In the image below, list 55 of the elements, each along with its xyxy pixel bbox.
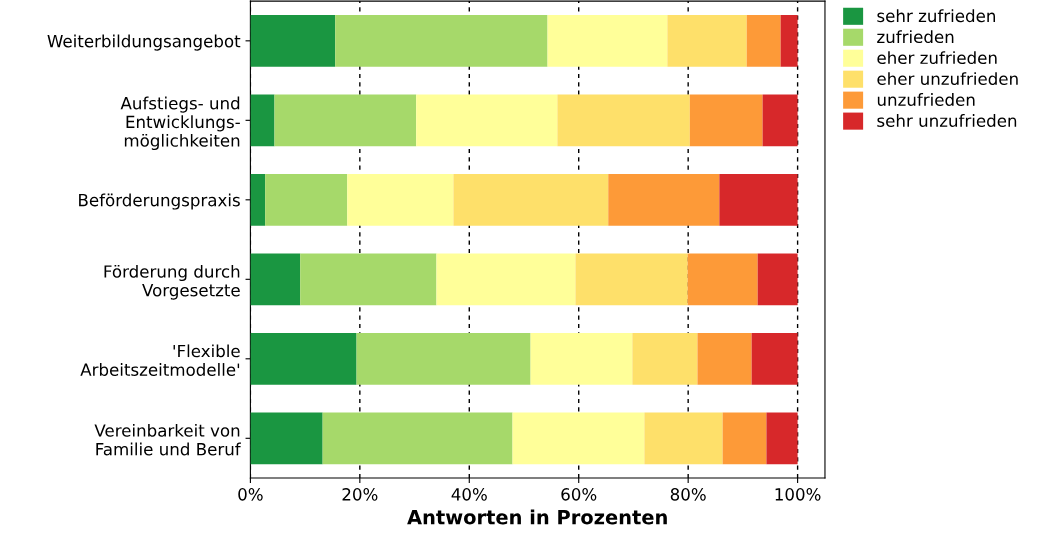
bar <box>667 15 747 67</box>
legend-label: sehr unzufrieden <box>877 114 1017 127</box>
bar <box>719 173 798 226</box>
legend-label: unzufrieden <box>877 93 975 107</box>
y-tick-label: Vereinbarkeit von Familie und Beruf <box>94 423 241 456</box>
bar <box>697 332 752 385</box>
bar <box>746 15 781 67</box>
y-tick-label: Weiterbildungsangebot <box>47 34 241 51</box>
bar <box>687 253 758 306</box>
bar <box>250 15 336 67</box>
y-tick-label: Beförderungspraxis <box>79 193 240 210</box>
bar <box>265 173 348 226</box>
bar <box>547 15 668 67</box>
bar <box>250 332 357 385</box>
x-tick-label: 60% <box>561 488 597 501</box>
bar <box>762 94 798 147</box>
bar <box>356 332 531 385</box>
bar <box>250 412 323 465</box>
bar <box>557 94 690 147</box>
bar <box>722 412 767 465</box>
bar <box>575 253 688 306</box>
bar <box>453 173 609 226</box>
bar <box>757 253 798 306</box>
legend-label: zufrieden <box>877 30 954 44</box>
x-tick-label: 40% <box>451 488 487 501</box>
x-axis-title: Antworten in Prozenten <box>407 509 667 525</box>
legend-label: sehr zufrieden <box>877 9 996 23</box>
bar <box>751 332 798 385</box>
bar <box>608 173 720 226</box>
x-tick-label: 100% <box>775 488 821 501</box>
legend-label: eher zufrieden <box>877 51 997 65</box>
y-tick-label: 'Flexible Arbeitszeitmodelle' <box>80 344 240 376</box>
y-tick-label: Aufstiegs- und Entwicklungs- möglichkeiten <box>120 96 240 151</box>
bar <box>689 94 763 147</box>
bar <box>632 332 698 385</box>
bar <box>335 15 548 67</box>
bar <box>512 412 645 465</box>
bar <box>250 94 275 147</box>
y-tick-label: Förderung durch Vorgesetzte <box>104 264 240 300</box>
x-tick-label: 80% <box>670 488 706 501</box>
bar <box>347 173 454 226</box>
bar <box>416 94 558 147</box>
x-tick-label: 0% <box>238 488 263 501</box>
bar <box>436 253 576 306</box>
bar <box>780 15 798 67</box>
bar <box>300 253 437 306</box>
bar <box>250 173 266 226</box>
legend-label: eher unzufrieden <box>877 72 1018 86</box>
bar <box>644 412 723 465</box>
bar <box>766 412 798 465</box>
bar <box>530 332 633 385</box>
bar <box>322 412 513 465</box>
bar <box>274 94 417 147</box>
x-tick-label: 20% <box>342 488 378 501</box>
bar <box>250 253 301 306</box>
